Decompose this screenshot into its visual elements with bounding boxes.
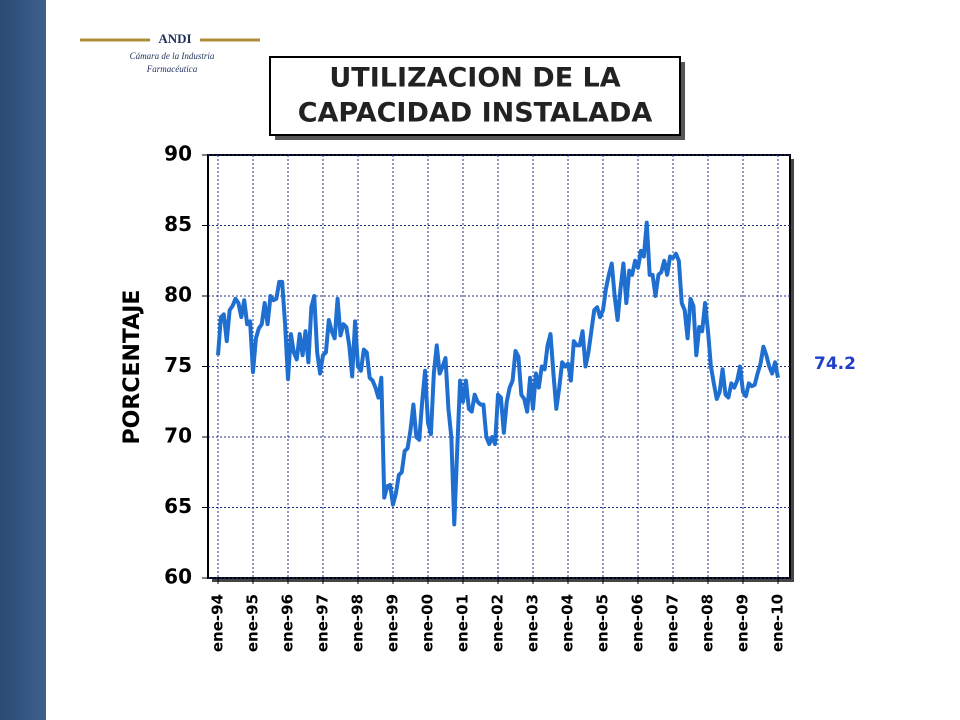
chart-title: CAPACIDAD INSTALADA <box>298 98 653 129</box>
x-tick-label: ene-01 <box>454 594 472 652</box>
x-tick-label: ene-99 <box>384 594 402 652</box>
x-tick-label: ene-08 <box>699 594 717 652</box>
y-axis-label: PORCENTAJE <box>120 290 145 445</box>
y-tick-label: 75 <box>164 353 192 377</box>
x-tick-label: ene-10 <box>769 594 787 652</box>
title-box <box>269 56 681 136</box>
x-tick-label: ene-07 <box>664 594 682 652</box>
value-annotation: 74.2 <box>814 354 856 374</box>
side-band <box>0 0 46 720</box>
y-tick-label: 65 <box>164 494 192 518</box>
data-line <box>216 220 780 527</box>
x-tick-label: ene-04 <box>559 594 577 652</box>
y-tick-label: 90 <box>164 142 192 166</box>
plot-area <box>207 154 791 579</box>
logo-subtitle: Farmacéutica <box>146 64 198 74</box>
logo-subtitle: Cámara de la Industria <box>130 51 215 61</box>
y-tick-label: 70 <box>164 424 192 448</box>
x-tick-label: ene-03 <box>524 594 542 652</box>
x-tick-label: ene-05 <box>594 594 612 652</box>
x-tick-label: ene-06 <box>629 594 647 652</box>
x-tick-label: ene-98 <box>349 594 367 652</box>
y-tick-label: 80 <box>164 283 192 307</box>
x-tick-label: ene-09 <box>734 594 752 652</box>
chart-title: UTILIZACION DE LA <box>329 63 620 94</box>
x-tick-label: ene-94 <box>209 594 227 652</box>
x-tick-label: ene-95 <box>244 594 262 652</box>
y-tick-label: 85 <box>164 212 192 236</box>
x-tick-label: ene-02 <box>489 594 507 652</box>
x-tick-label: ene-97 <box>314 594 332 652</box>
x-tick-label: ene-96 <box>279 594 297 652</box>
x-tick-label: ene-00 <box>419 594 437 652</box>
logo: ANDI <box>158 31 191 46</box>
y-tick-label: 60 <box>164 565 192 589</box>
